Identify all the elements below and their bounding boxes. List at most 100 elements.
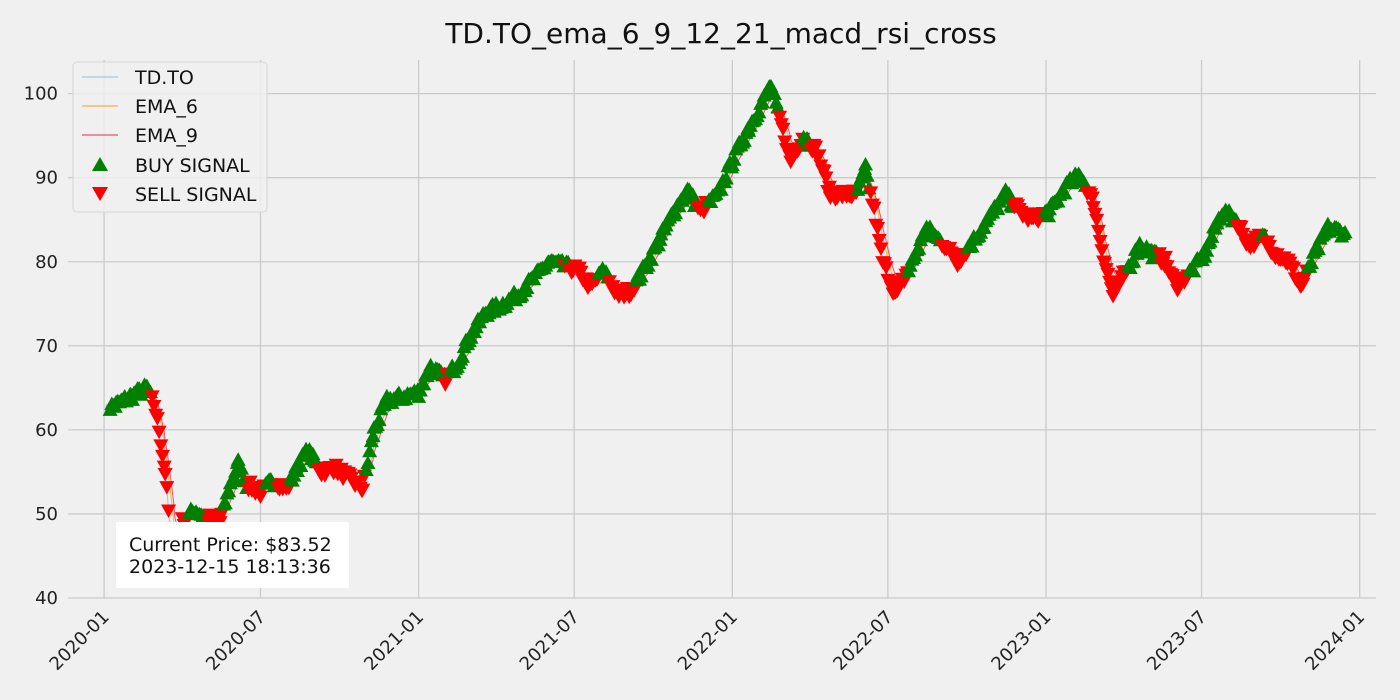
buy-signal-marker <box>858 157 874 171</box>
chart-title: TD.TO_ema_6_9_12_21_macd_rsi_cross <box>444 17 996 50</box>
buy-signal-marker <box>1199 243 1215 257</box>
buy-signal-marker <box>964 238 980 253</box>
y-tick-label: 40 <box>35 588 58 609</box>
buy-signal-marker <box>990 201 1006 216</box>
buy-signal-marker <box>362 443 378 458</box>
buy-signal-marker <box>454 349 470 363</box>
sell-signal-marker <box>1092 234 1108 249</box>
y-tick-label: 50 <box>35 504 58 525</box>
buy-signal-marker <box>718 171 734 185</box>
buy-signal-marker <box>850 182 866 196</box>
sell-signal-marker <box>155 449 171 464</box>
sell-signal-marker <box>149 412 165 426</box>
legend-box <box>72 61 268 213</box>
buy-signal-marker <box>360 455 376 470</box>
buy-signal-marker <box>519 280 535 294</box>
buy-signal-marker <box>754 94 770 109</box>
buy-signal-marker <box>1057 185 1073 200</box>
legend-swatch-buy <box>92 157 108 171</box>
sell-signal-marker <box>866 201 882 216</box>
sell-signal-marker <box>1157 250 1173 265</box>
buy-signal-marker <box>217 495 233 510</box>
current-timestamp-text: 2023-12-15 18:13:36 <box>129 556 331 578</box>
sell-signal-marker <box>159 481 175 495</box>
sell-signal-marker <box>777 135 793 150</box>
sell-signal-marker <box>870 222 886 236</box>
sell-signal-marker <box>626 284 642 298</box>
buy-signal-marker <box>221 483 237 498</box>
sell-signal-marker <box>878 261 894 275</box>
sell-signal-marker <box>808 140 824 155</box>
sell-signal-marker <box>1100 267 1116 282</box>
current-price-text: Current Price: $83.52 <box>129 534 332 556</box>
buy-signal-marker <box>859 168 875 182</box>
buy-signal-marker <box>365 428 381 443</box>
sell-signal-marker <box>1233 220 1249 235</box>
sell-signal-marker <box>1112 277 1128 291</box>
sell-signal-marker <box>355 483 371 498</box>
buy-signal-marker <box>234 461 250 475</box>
buy-signal-marker <box>736 133 752 147</box>
y-tick-label: 90 <box>35 168 58 189</box>
legend: TD.TO EMA_6 EMA_9 BUY SIGNAL SELL SIGNAL <box>72 61 268 213</box>
sell-signal-marker <box>775 122 791 137</box>
buy-signal-marker <box>1310 241 1326 256</box>
sell-signal-marker <box>1297 272 1313 286</box>
legend-label-buy: BUY SIGNAL <box>135 155 250 177</box>
sell-signal-marker <box>1090 224 1106 239</box>
y-tick-label: 60 <box>35 420 58 441</box>
sell-signal-marker <box>1084 191 1100 206</box>
sell-signal-marker <box>151 425 167 440</box>
buy-signal-marker <box>1337 224 1353 239</box>
buy-signal-marker <box>1304 255 1320 270</box>
sell-signal-marker <box>1094 244 1110 258</box>
sell-signal-marker <box>863 186 879 200</box>
sell-signal-marker <box>146 399 162 414</box>
sell-signal-marker <box>772 110 788 125</box>
sell-signal-marker <box>1261 239 1277 254</box>
buy-signal-marker <box>713 182 729 196</box>
legend-label-ema6: EMA_6 <box>135 96 198 118</box>
legend-swatch-sell <box>92 187 108 201</box>
current-price-annotation: Current Price: $83.52 2023-12-15 18:13:3… <box>116 522 349 588</box>
buy-signal-marker <box>668 205 684 220</box>
buy-signal-marker <box>1001 186 1017 200</box>
sell-signal-marker <box>811 149 827 163</box>
y-tick-label: 80 <box>35 252 58 273</box>
annotation-box <box>116 522 349 588</box>
buy-signal-marker <box>911 241 927 255</box>
y-tick-label: 70 <box>35 336 58 357</box>
legend-label-ema9: EMA_9 <box>135 125 198 147</box>
y-tick-label: 100 <box>24 84 58 105</box>
sell-signal-marker <box>437 378 453 392</box>
sell-signal-marker <box>1085 201 1101 215</box>
buy-signal-marker <box>1126 253 1142 268</box>
buy-signal-marker <box>770 99 786 114</box>
sell-signal-marker <box>1285 262 1301 276</box>
sell-signal-marker <box>873 242 889 256</box>
sell-signal-marker <box>157 467 173 482</box>
sell-signal-marker <box>214 507 230 522</box>
sell-signal-marker <box>161 504 177 519</box>
signal-markers <box>102 78 1353 575</box>
y-axis-ticks: 40 50 60 70 80 90 100 <box>24 84 58 609</box>
buy-signal-marker <box>1204 229 1220 243</box>
buy-signal-marker <box>1186 263 1202 278</box>
buy-signal-marker <box>726 152 742 166</box>
sell-signal-marker <box>144 390 160 404</box>
buy-signal-marker <box>644 252 660 266</box>
buy-signal-marker <box>1041 208 1057 223</box>
legend-label-sell: SELL SIGNAL <box>135 184 257 206</box>
buy-signal-marker <box>766 86 782 100</box>
buy-signal-marker <box>416 376 432 391</box>
sell-signal-marker <box>818 171 834 185</box>
sell-signal-marker <box>156 460 172 475</box>
buy-signal-marker <box>633 268 649 283</box>
legend-label-price: TD.TO <box>134 67 194 89</box>
sell-signal-marker <box>1089 213 1105 228</box>
sell-signal-marker <box>153 439 169 453</box>
buy-signal-marker <box>358 462 374 477</box>
buy-signal-marker <box>371 412 387 427</box>
sell-signal-marker <box>871 233 887 248</box>
